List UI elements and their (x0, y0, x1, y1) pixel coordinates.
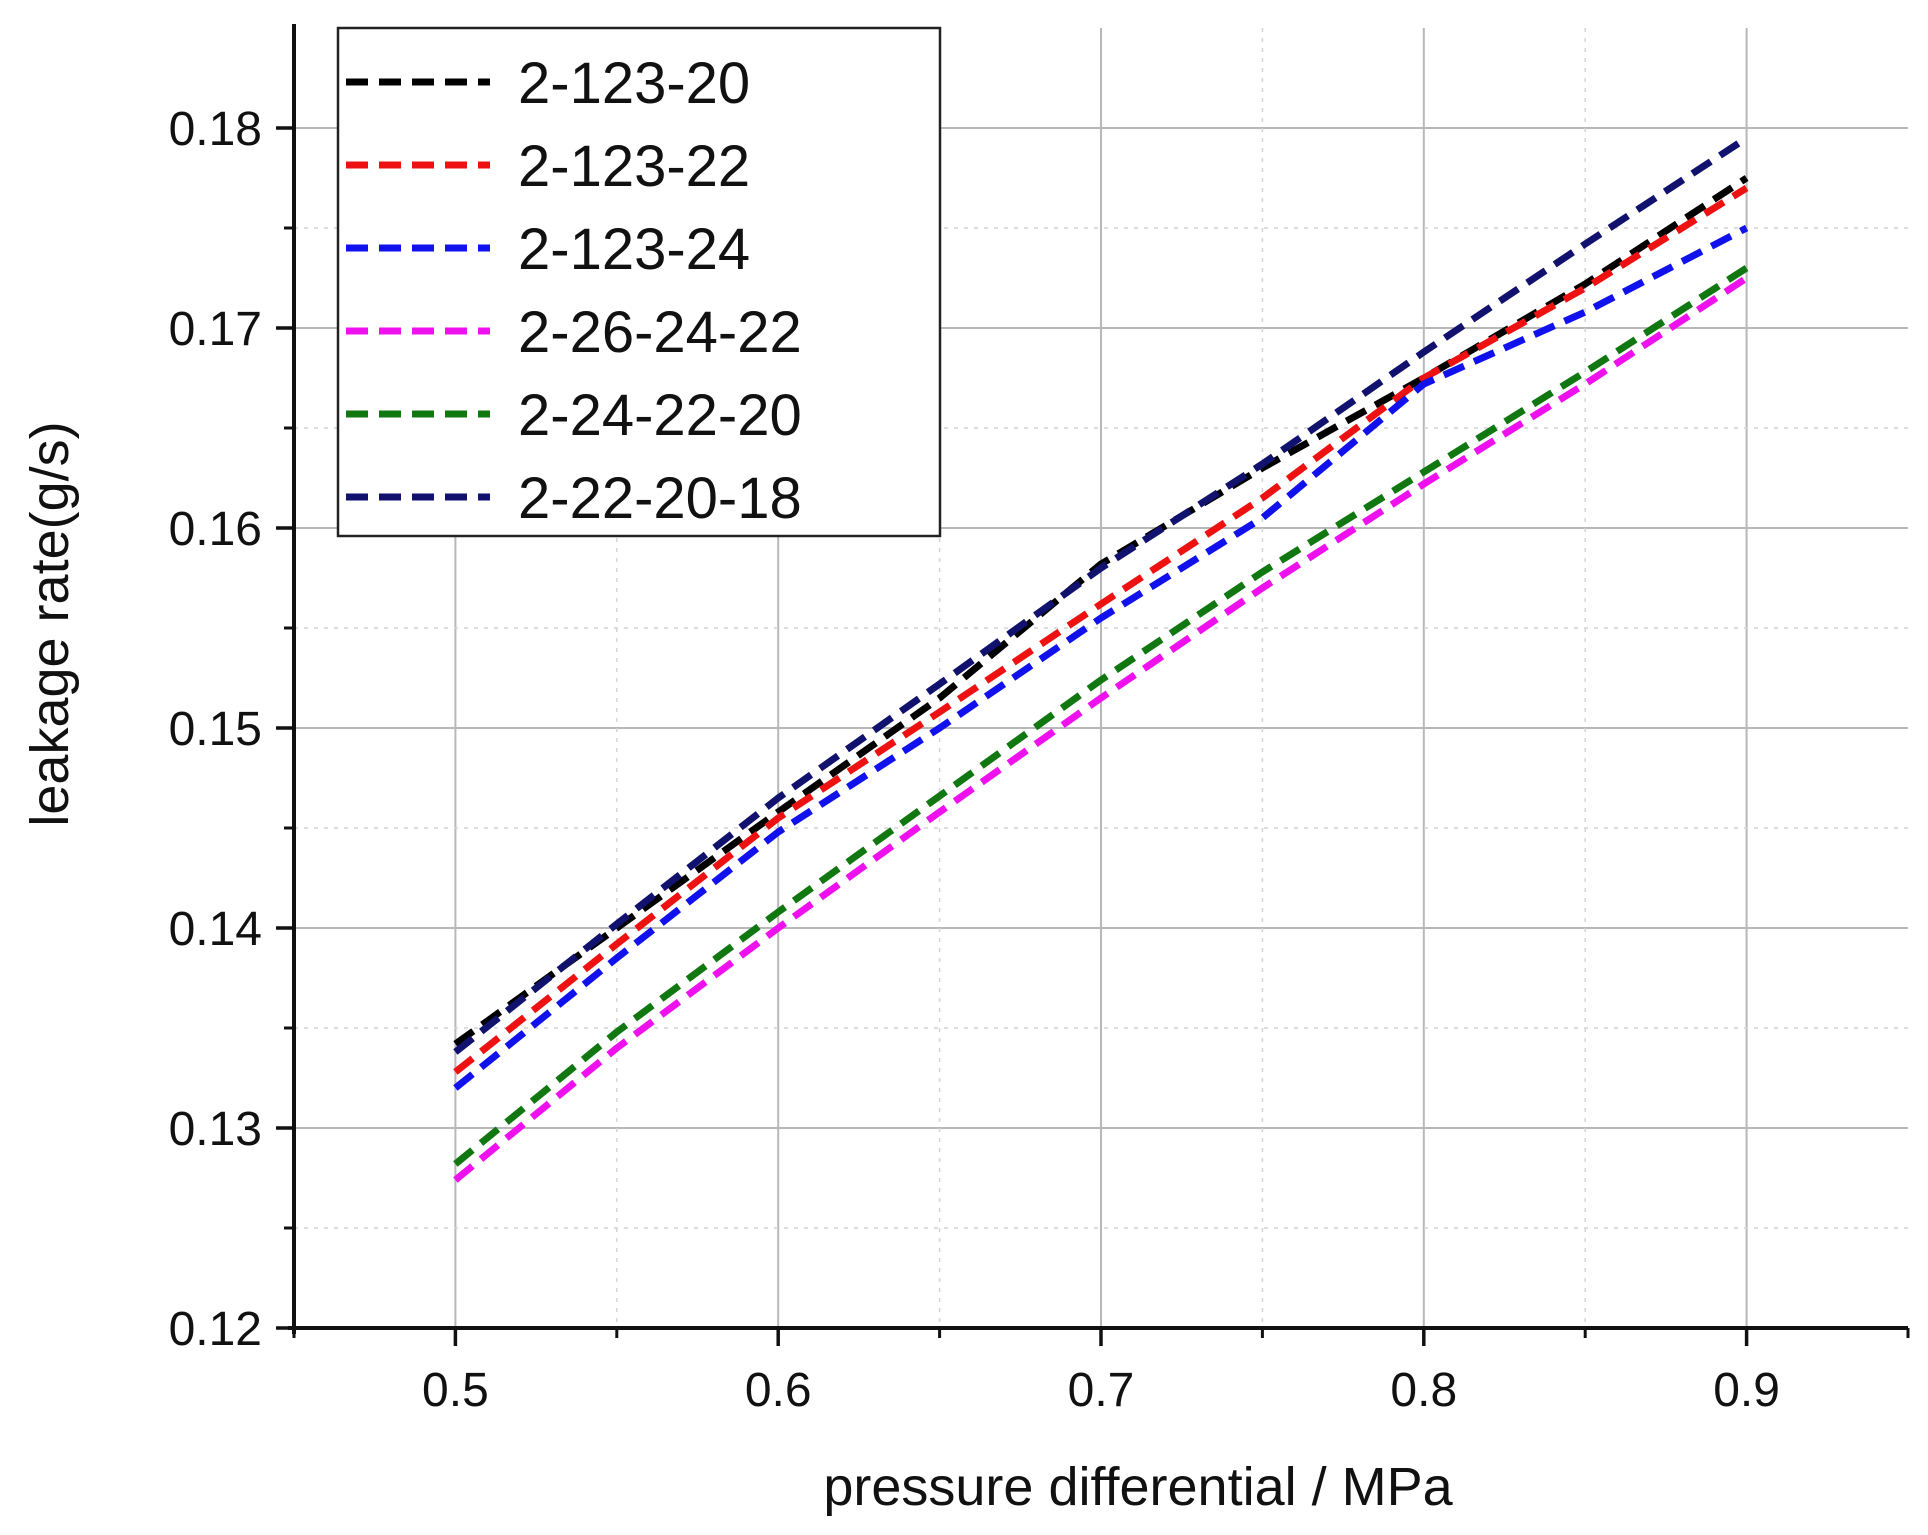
x-tick-label: 0.6 (745, 1364, 812, 1417)
y-tick-label: 0.14 (169, 903, 262, 956)
legend-label: 2-123-22 (518, 134, 750, 199)
y-tick-label: 0.16 (169, 503, 262, 556)
series-line-2-24-22-20 (453, 265, 1749, 1167)
axes: 0.12 0.13 0.14 0.15 0.16 0.17 0.18 0.5 0.6 0.7 0.8… (169, 24, 1910, 1417)
legend: 2-123-20 2-123-22 2-123-24 2-26-24-22 2-24-2… (336, 26, 942, 538)
legend-box (336, 26, 942, 538)
y-tick-label: 0.18 (169, 103, 262, 156)
legend-label: 2-123-24 (518, 217, 750, 282)
legend-label: 2-123-20 (518, 51, 750, 116)
y-axis-title: leakage rate(g/s) (20, 421, 80, 826)
legend-label: 2-26-24-22 (518, 300, 802, 365)
y-tick-label: 0.13 (169, 1103, 262, 1156)
series-line-2-26-24-22 (453, 275, 1749, 1183)
x-tick-label: 0.7 (1068, 1364, 1135, 1417)
x-tick-label: 0.9 (1713, 1364, 1780, 1417)
x-axis-title: pressure differential / MPa (823, 1457, 1453, 1517)
y-tick-label: 0.15 (169, 703, 262, 756)
legend-label: 2-22-20-18 (518, 466, 802, 531)
legend-label: 2-24-22-20 (518, 383, 802, 448)
series-lines (453, 135, 1749, 1183)
series-line-2-22-20-18 (453, 135, 1749, 1055)
series-line-2-123-22 (453, 185, 1749, 1075)
y-tick-label: 0.17 (169, 303, 262, 356)
x-tick-label: 0.8 (1390, 1364, 1457, 1417)
x-tick-label: 0.5 (422, 1364, 489, 1417)
y-tick-label: 0.12 (169, 1303, 262, 1356)
series-line-2-123-24 (453, 224, 1749, 1091)
